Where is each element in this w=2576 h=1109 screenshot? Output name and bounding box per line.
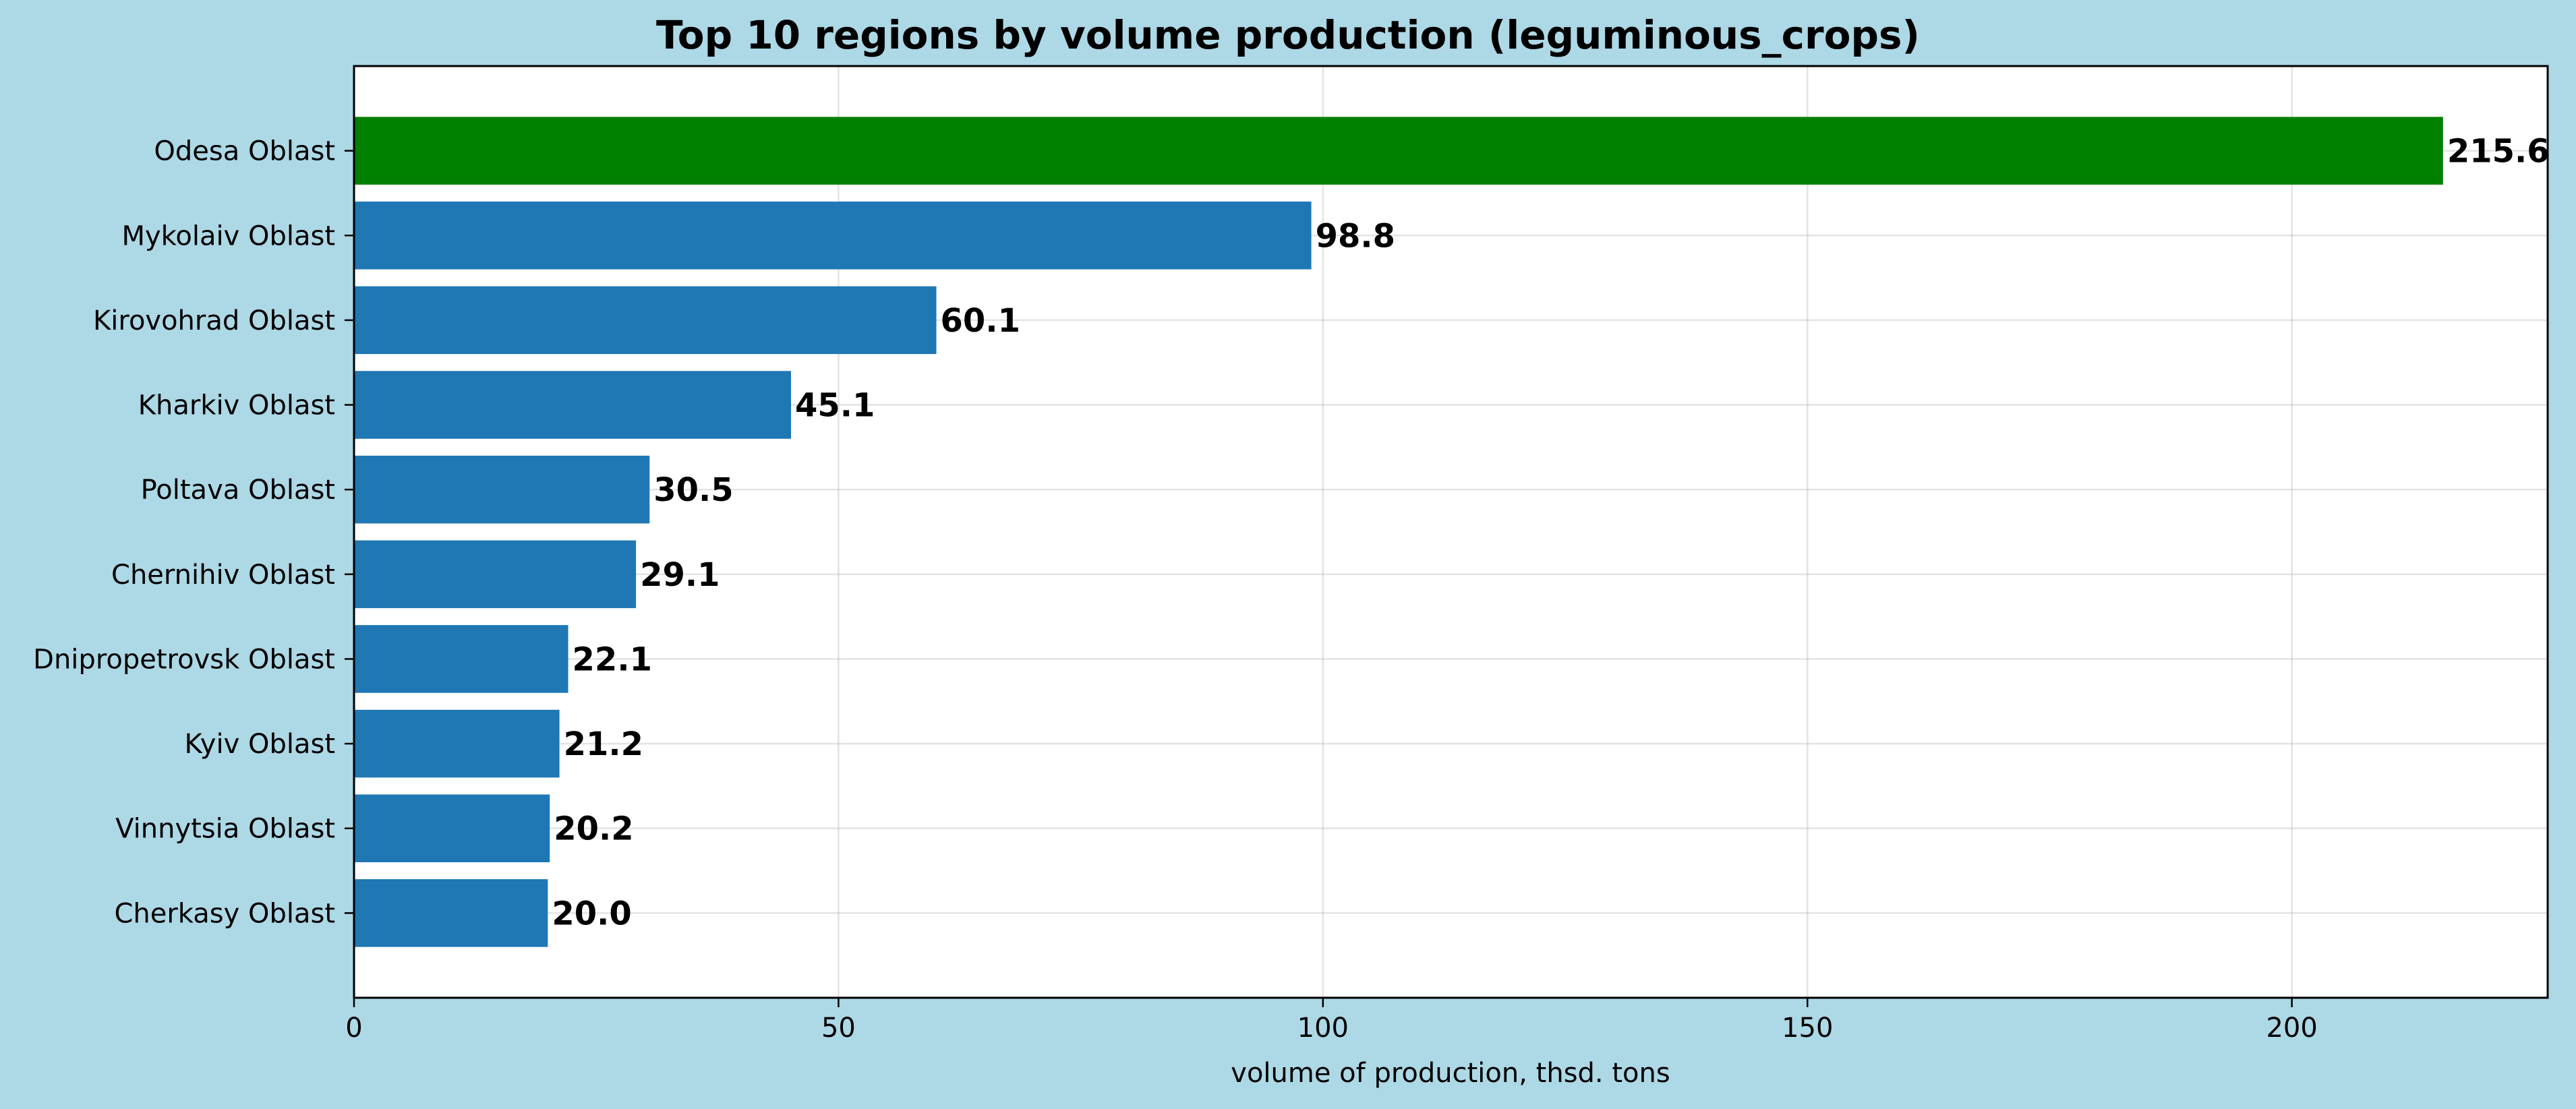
bar: [354, 455, 650, 524]
x-tick-label: 200: [2266, 1013, 2317, 1044]
y-tick-label: Kyiv Oblast: [184, 729, 335, 760]
data-label: 20.0: [552, 895, 631, 932]
data-label: 45.1: [795, 387, 875, 425]
x-tick-label: 0: [345, 1013, 362, 1044]
bar: [354, 879, 548, 947]
data-label: 215.6: [2447, 133, 2550, 171]
x-tick-label: 100: [1297, 1013, 1349, 1044]
data-label: 29.1: [640, 556, 720, 594]
y-tick-label: Chernihiv Oblast: [111, 560, 335, 591]
y-tick-label: Dnipropetrovsk Oblast: [33, 644, 335, 675]
data-label: 98.8: [1316, 217, 1395, 255]
y-tick-label: Cherkasy Oblast: [114, 898, 335, 929]
y-tick-label: Kirovohrad Oblast: [93, 305, 335, 336]
data-label: 20.2: [554, 810, 633, 848]
x-axis-label: volume of production, thsd. tons: [1231, 1058, 1670, 1089]
bar: [354, 625, 568, 693]
y-tick-label: Mykolaiv Oblast: [121, 220, 335, 251]
y-tick-label: Vinnytsia Oblast: [115, 814, 335, 845]
chart-title: Top 10 regions by volume production (leg…: [656, 12, 1920, 58]
data-labels-layer: 215.6 98.8 60.1 45.1 30.5 29.1 22.1 21.2 20.2 20.…: [552, 133, 2549, 933]
plot-frame: [353, 65, 2549, 999]
bar: [354, 709, 560, 778]
bar: [354, 540, 637, 609]
y-tick-label: Odesa Oblast: [154, 136, 335, 167]
y-tick-label: Kharkiv Oblast: [138, 390, 335, 421]
bar: [354, 371, 792, 439]
data-label: 22.1: [573, 640, 652, 678]
bar: [354, 202, 1312, 270]
y-tick-label: Poltava Oblast: [141, 475, 335, 506]
bar: [354, 117, 2443, 185]
x-axis: 0 50 100 150 200: [345, 998, 2318, 1044]
x-tick-label: 150: [1782, 1013, 1833, 1044]
y-axis: Odesa Oblast Mykolaiv Oblast Kirovohrad Ob…: [33, 136, 354, 929]
bars-layer: [354, 117, 2443, 947]
data-label: 60.1: [941, 302, 1020, 340]
bar: [354, 794, 550, 862]
x-tick-label: 50: [821, 1013, 856, 1044]
data-label: 21.2: [564, 725, 643, 763]
data-label: 30.5: [653, 471, 733, 509]
bar: [354, 286, 937, 355]
